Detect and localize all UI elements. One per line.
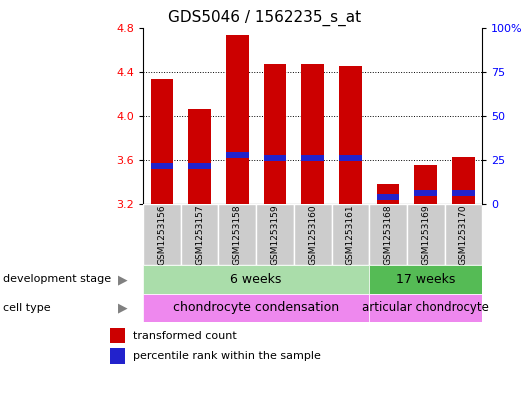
Bar [414,165,437,204]
Bar [452,157,475,204]
Bar [226,152,249,158]
Bar [302,64,324,204]
FancyBboxPatch shape [332,204,369,265]
Text: 6 weeks: 6 weeks [231,273,282,286]
Bar [264,64,286,204]
Text: cell type: cell type [3,303,50,313]
Bar [151,79,173,204]
Bar [188,109,211,204]
Bar [110,349,126,364]
Bar [264,155,286,161]
Text: ▶: ▶ [118,301,127,314]
Text: GSM1253159: GSM1253159 [270,204,279,265]
FancyBboxPatch shape [294,204,332,265]
FancyBboxPatch shape [218,204,256,265]
Bar [302,155,324,161]
Text: GSM1253158: GSM1253158 [233,204,242,265]
Bar [452,190,475,196]
Bar [369,294,482,322]
Bar [339,66,361,204]
Text: ▶: ▶ [118,273,127,286]
Text: GSM1253168: GSM1253168 [384,204,393,265]
FancyBboxPatch shape [143,204,181,265]
Bar [143,265,369,294]
Bar [151,163,173,169]
Text: GSM1253169: GSM1253169 [421,204,430,265]
FancyBboxPatch shape [369,204,407,265]
Text: GDS5046 / 1562235_s_at: GDS5046 / 1562235_s_at [169,10,361,26]
Text: GSM1253170: GSM1253170 [459,204,468,265]
Bar [377,184,400,204]
Bar [188,163,211,169]
FancyBboxPatch shape [181,204,218,265]
Bar [143,294,369,322]
Text: transformed count: transformed count [133,331,237,341]
Text: GSM1253156: GSM1253156 [157,204,166,265]
Bar [369,265,482,294]
Text: articular chondrocyte: articular chondrocyte [363,301,489,314]
Bar [110,328,126,343]
Bar [226,35,249,204]
Text: GSM1253161: GSM1253161 [346,204,355,265]
Text: 17 weeks: 17 weeks [396,273,455,286]
Bar [339,155,361,161]
FancyBboxPatch shape [407,204,445,265]
Text: development stage: development stage [3,274,111,285]
Text: GSM1253160: GSM1253160 [308,204,317,265]
Text: chondrocyte condensation: chondrocyte condensation [173,301,339,314]
Text: GSM1253157: GSM1253157 [195,204,204,265]
Bar [414,190,437,196]
FancyBboxPatch shape [445,204,482,265]
FancyBboxPatch shape [256,204,294,265]
Text: percentile rank within the sample: percentile rank within the sample [133,351,321,361]
Bar [377,194,400,200]
